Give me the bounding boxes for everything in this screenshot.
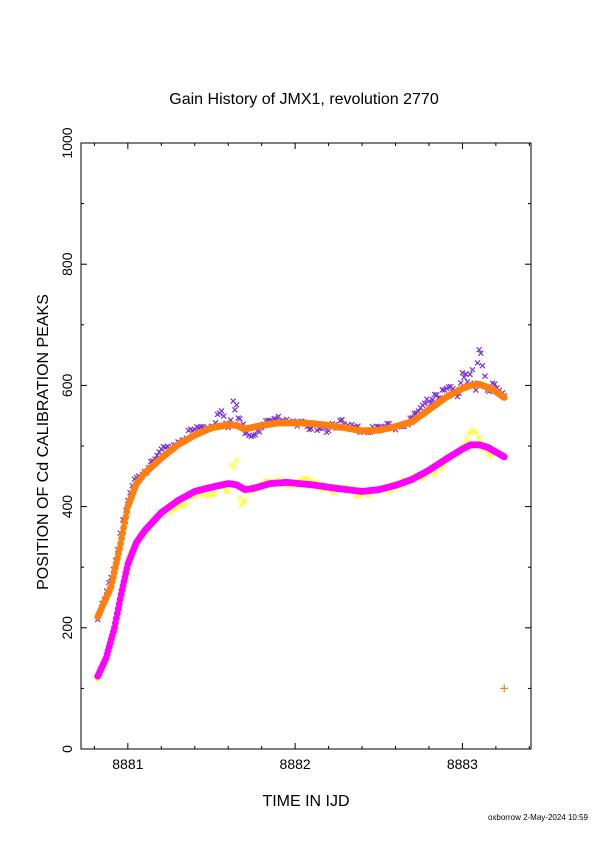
data-point-series-1 — [123, 508, 131, 516]
data-point-series-0 — [467, 371, 473, 378]
data-point-series-0 — [459, 369, 466, 376]
data-point-series-1 — [119, 529, 127, 537]
data-point-series-0 — [477, 350, 484, 357]
data-point-series-2 — [302, 475, 309, 482]
data-point-series-0 — [233, 401, 240, 408]
data-point-series-2 — [238, 502, 245, 509]
data-point-series-0 — [325, 427, 332, 434]
data-point-series-2 — [477, 436, 484, 443]
data-point-series-2 — [463, 436, 470, 443]
data-point-series-1 — [500, 394, 508, 401]
data-point-series-2 — [183, 500, 190, 507]
data-point-series-0 — [479, 362, 486, 369]
data-point-series-2 — [231, 464, 237, 470]
y-tick-label: 1000 — [59, 127, 75, 158]
data-point-series-2 — [240, 497, 247, 504]
x-tick-label: 8881 — [112, 756, 143, 772]
data-point-series-0 — [256, 428, 263, 435]
data-point-series-0 — [472, 387, 479, 393]
data-point-series-1 — [116, 545, 123, 553]
data-point-series-2 — [304, 475, 311, 482]
data-point-series-0 — [231, 406, 238, 413]
data-point-series-0 — [421, 400, 428, 407]
data-point-series-2 — [233, 457, 240, 464]
data-point-series-0 — [156, 449, 163, 455]
data-point-series-0 — [461, 374, 468, 381]
data-point-series-0 — [218, 408, 225, 414]
y-tick-label: 200 — [59, 616, 75, 640]
x-tick-label: 8883 — [447, 756, 478, 772]
data-point-series-0 — [439, 387, 446, 393]
data-point-series-1 — [118, 535, 125, 542]
data-point-series-0 — [236, 415, 243, 422]
plot-area: 0 200 400 600 800 1000 8881 8882 8883 — [59, 127, 532, 772]
data-point-series-0 — [476, 346, 483, 353]
data-point-series-1 — [120, 524, 128, 532]
data-point-series-2 — [242, 497, 248, 504]
y-axis-label: POSITION OF Cd CALIBRATION PEAKS — [35, 294, 52, 590]
data-point-series-1 — [121, 519, 129, 526]
data-point-series-0 — [474, 359, 481, 366]
data-point-series-0 — [252, 431, 259, 438]
data-point-series-3 — [500, 453, 508, 461]
data-point-series-0 — [445, 383, 452, 390]
footer-credit: oxborrow 2-May-2024 10:59 — [488, 813, 589, 822]
data-point-series-0 — [235, 415, 242, 421]
data-point-series-4 — [500, 684, 509, 693]
x-axis-label: TIME IN IJD — [262, 793, 349, 810]
data-point-series-0 — [491, 381, 498, 387]
data-point-series-1 — [117, 540, 124, 548]
data-point-series-2 — [431, 471, 438, 478]
y-tick-label: 0 — [59, 745, 75, 753]
data-point-series-2 — [225, 488, 232, 495]
data-point-series-2 — [212, 489, 219, 496]
data-point-series-0 — [482, 373, 488, 380]
data-point-series-0 — [275, 413, 282, 420]
data-point-series-0 — [469, 366, 476, 373]
data-point-series-0 — [457, 379, 464, 386]
data-point-series-2 — [472, 428, 479, 435]
data-point-series-0 — [220, 413, 227, 420]
x-tick-label: 8882 — [280, 756, 311, 772]
data-point-series-1 — [122, 513, 130, 521]
y-tick-label: 600 — [59, 374, 75, 398]
chart-title: Gain History of JMX1, revolution 2770 — [169, 91, 439, 108]
y-tick-label: 800 — [59, 252, 75, 276]
data-point-series-0 — [339, 416, 345, 423]
y-tick-label: 400 — [59, 495, 75, 519]
